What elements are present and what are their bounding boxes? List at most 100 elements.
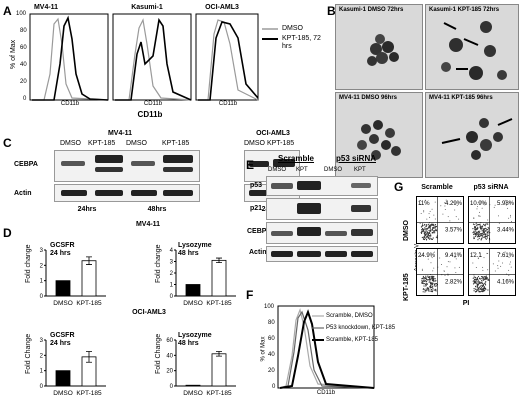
flow-event <box>430 224 432 227</box>
panel-f-ytick: 40 <box>268 352 275 358</box>
flow-event <box>454 209 456 211</box>
flow-event <box>422 288 424 290</box>
flow-event <box>428 236 430 238</box>
flow-event <box>433 277 435 279</box>
flow-event <box>485 281 487 283</box>
flow-event <box>429 216 431 218</box>
flow-event <box>494 204 496 206</box>
flow-event <box>475 278 477 281</box>
micrograph-label: MV4-11 KPT-185 96hrs <box>429 95 493 101</box>
flow-event <box>449 220 451 222</box>
panel-d-ylabel: Fold Change <box>155 333 162 374</box>
flow-event <box>476 228 478 230</box>
panel-e-row-label: CEBPA <box>247 228 271 235</box>
panel-a-ylabel: % of Max <box>10 39 17 69</box>
flow-event <box>430 229 432 231</box>
flow-event <box>478 281 480 283</box>
flow-event <box>482 230 484 232</box>
flow-event <box>486 235 488 238</box>
flow-event <box>425 275 427 277</box>
panel-f-histogram <box>277 305 375 389</box>
flow-event <box>485 275 487 277</box>
flow-event <box>427 275 429 277</box>
panel-letter-b: B <box>327 4 336 18</box>
flow-event <box>455 216 457 218</box>
panel-c-row-label: Actin <box>14 190 32 197</box>
flow-event <box>510 261 512 263</box>
flow-event <box>424 277 427 280</box>
panel-f-ytick: 80 <box>268 320 275 326</box>
flow-event <box>420 200 422 202</box>
flow-event <box>428 288 430 291</box>
flow-event <box>422 225 424 227</box>
bar-chart-tick-label: 2 <box>170 271 174 277</box>
quadrant-percent: 12.1 <box>470 253 482 259</box>
flow-event <box>478 289 480 291</box>
flow-event <box>423 285 425 287</box>
bar-chart-tick-label: 0 <box>40 294 44 300</box>
quadrant-percent: 9.41% <box>445 253 463 259</box>
panel-letter-f: F <box>246 288 254 302</box>
flow-event <box>484 237 487 239</box>
flow-event <box>487 289 489 291</box>
panel-c-blot-actin <box>54 184 200 202</box>
flow-event <box>424 280 426 282</box>
flow-event <box>475 234 477 236</box>
bar-chart-category-label: DMSO <box>53 300 73 307</box>
flow-event <box>431 278 433 281</box>
flow-event <box>478 287 480 289</box>
flow-event <box>479 235 481 237</box>
flow-event <box>477 275 480 278</box>
flow-event <box>427 276 430 278</box>
flow-event <box>476 233 478 235</box>
flow-event <box>422 275 424 278</box>
flow-event <box>509 263 511 265</box>
panel-c-lane: DMSO <box>60 140 81 147</box>
flow-event <box>434 218 436 220</box>
flow-event <box>430 262 432 264</box>
panel-e-row-label: p53 <box>250 182 263 189</box>
flow-event <box>431 277 433 280</box>
flow-event <box>508 274 510 276</box>
flow-event <box>476 278 478 280</box>
flow-event <box>426 280 428 283</box>
flow-event <box>433 267 435 269</box>
flow-event <box>431 238 434 241</box>
flow-event <box>482 278 484 280</box>
panel-e-blot-p53 <box>266 176 378 196</box>
flow-event <box>506 207 508 209</box>
flow-event <box>431 257 433 259</box>
flow-event <box>429 237 431 239</box>
flow-event <box>500 265 502 267</box>
flow-event <box>427 237 430 239</box>
bar-dmso <box>55 370 71 387</box>
flow-event <box>486 233 488 235</box>
flow-event <box>479 227 482 229</box>
flow-event <box>434 289 436 291</box>
bar-chart-tick-label: 0 <box>170 294 174 300</box>
flow-event <box>458 218 460 220</box>
bar-dmso <box>55 280 71 297</box>
flow-plot-frame <box>468 248 516 296</box>
panel-e-blot-p21 <box>266 198 378 220</box>
flow-event <box>431 231 434 234</box>
flow-event <box>423 210 425 212</box>
flow-event <box>421 279 423 282</box>
flow-event <box>485 227 487 229</box>
flow-event <box>482 233 484 236</box>
flow-event <box>493 206 495 208</box>
flow-event <box>484 204 486 206</box>
panel-e-blot-cebpa <box>266 222 378 244</box>
panel-a-ytick: 100 <box>16 11 27 17</box>
flow-event <box>422 236 424 238</box>
flow-event <box>431 290 434 292</box>
flow-event <box>434 280 436 282</box>
flow-event <box>428 281 430 283</box>
flow-event <box>421 230 424 232</box>
bar-kpt <box>211 259 227 297</box>
flow-event <box>427 234 429 236</box>
flow-event <box>482 287 484 289</box>
flow-event <box>423 278 425 280</box>
flow-event <box>449 261 451 263</box>
bar-dmso <box>185 284 201 297</box>
